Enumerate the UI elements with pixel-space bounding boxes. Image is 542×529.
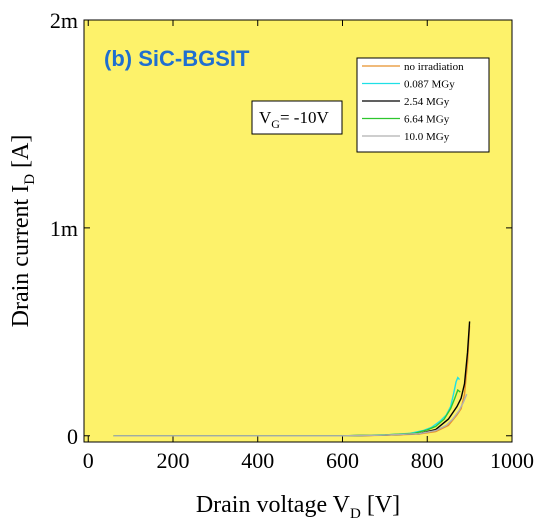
panel-label: (b) SiC-BGSIT [104,46,250,71]
x-tick-label: 0 [83,448,94,473]
y-tick-label: 1m [50,216,78,241]
vg-main: V [259,108,272,127]
x-tick-label: 400 [241,448,274,473]
vg-sub: G [271,117,280,131]
series-line-4 [113,393,468,437]
legend-label: no irradiation [404,61,464,73]
x-axis-title: Drain voltage VD [V] [196,492,400,522]
legend-label: 0.087 MGy [404,79,455,91]
x-tick-label: 800 [411,448,444,473]
y-tick-label: 2m [50,8,78,33]
vg-rest: = -10V [280,108,329,127]
vg-annotation: VG= -10V [251,100,343,135]
x-tick-label: 600 [326,448,359,473]
y-tick-label: 0 [67,424,78,449]
svg-text:VG= -10V: VG= -10V [259,108,329,131]
x-tick-label: 200 [156,448,189,473]
y-axis-title: Drain current ID [A] [8,135,38,328]
legend: no irradiation 0.087 MGy 2.54 MGy 6.64 MGy 1… [356,57,490,153]
legend-label: 2.54 MGy [404,96,450,108]
x-tick-label: 1000 [490,448,534,473]
legend-label: 10.0 MGy [404,131,450,143]
legend-label: 6.64 MGy [404,114,450,126]
